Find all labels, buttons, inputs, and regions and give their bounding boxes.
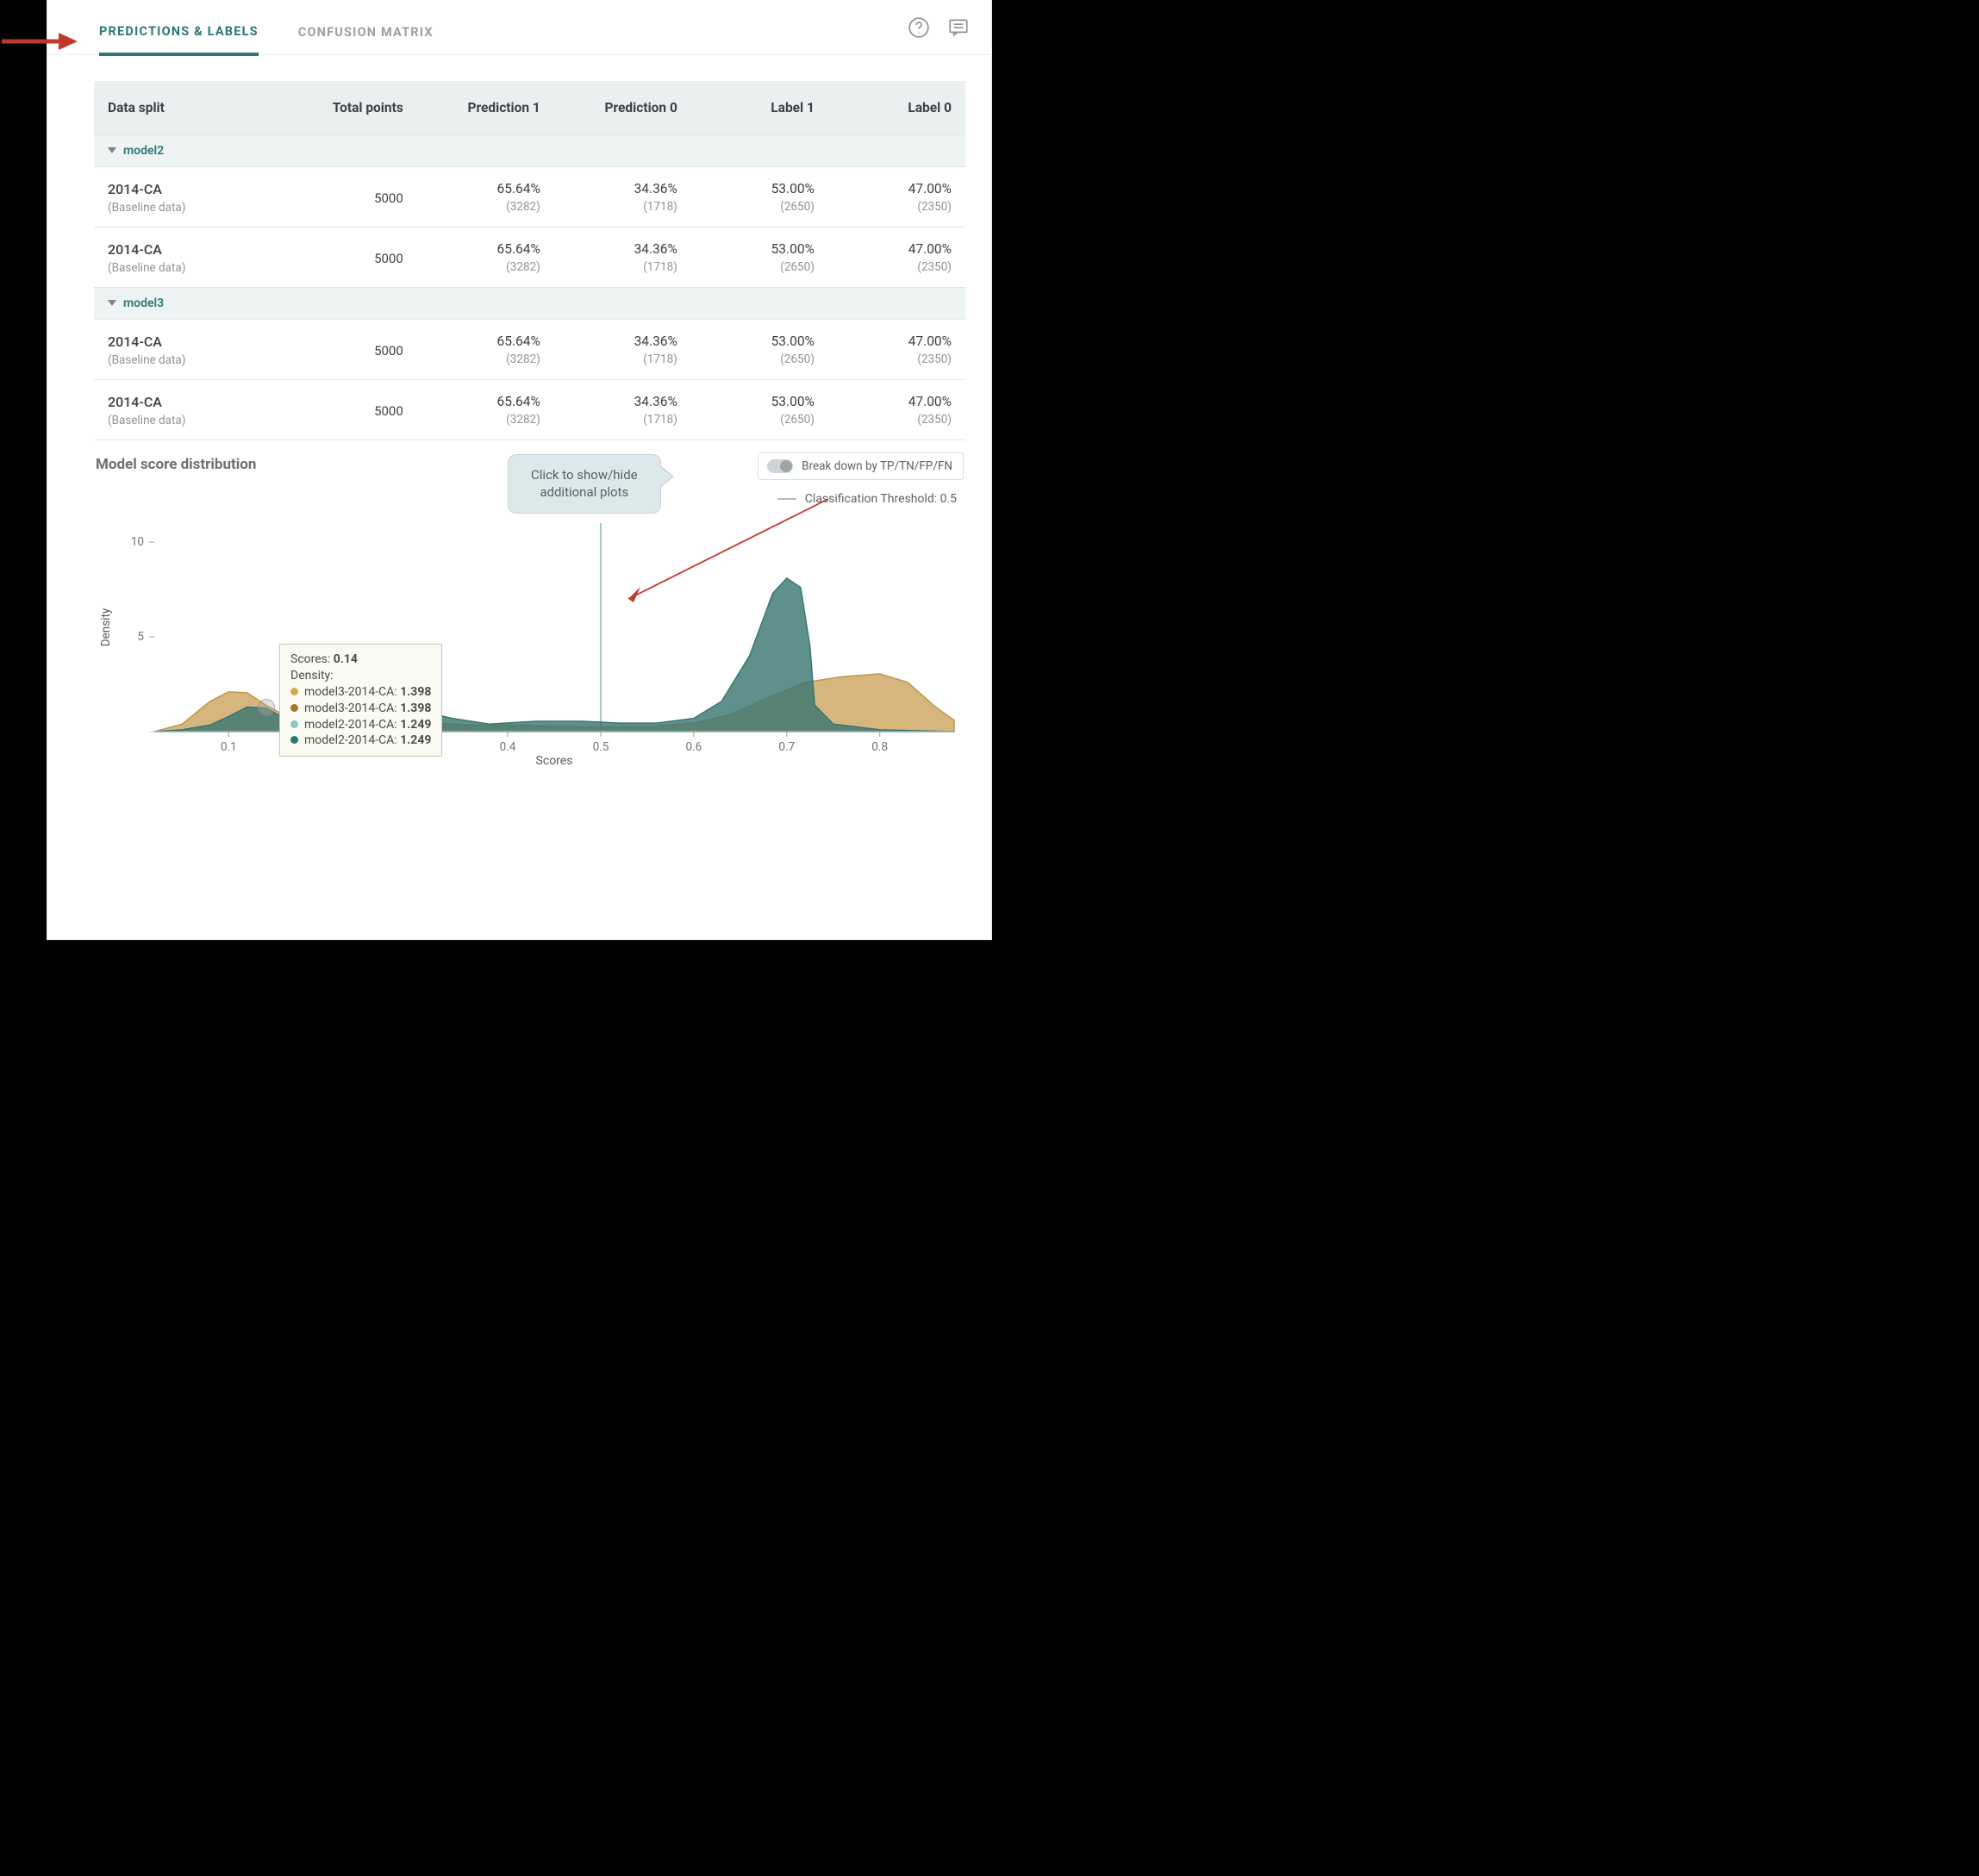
breakdown-toggle[interactable]: Break down by TP/TN/FP/FN: [758, 452, 964, 480]
metric-cell: 34.36%(1718): [554, 380, 691, 440]
split-subtitle: (Baseline data): [108, 353, 272, 367]
metric-cell: 47.00%(2350): [828, 227, 965, 288]
svg-text:0.7: 0.7: [778, 740, 795, 754]
total-points: 5000: [286, 227, 417, 288]
svg-text:10: 10: [131, 535, 144, 549]
col-label-1: Label 1: [691, 81, 828, 135]
split-name: 2014-CA: [108, 241, 272, 258]
metric-cell: 47.00%(2350): [828, 380, 965, 440]
svg-text:0.1: 0.1: [221, 740, 237, 754]
split-name: 2014-CA: [108, 333, 272, 350]
svg-text:0.8: 0.8: [871, 740, 888, 754]
svg-text:0.6: 0.6: [685, 740, 702, 754]
table-row: 2014-CA (Baseline data) 500065.64%(3282)34…: [94, 227, 965, 288]
split-subtitle: (Baseline data): [108, 201, 272, 215]
tab-confusion-matrix[interactable]: CONFUSION MATRIX: [298, 16, 434, 53]
metric-cell: 53.00%(2650): [691, 320, 828, 380]
chart-section: Model score distribution Break down by T…: [94, 456, 965, 768]
comment-icon[interactable]: [945, 14, 972, 41]
split-name: 2014-CA: [108, 181, 272, 197]
metric-cell: 34.36%(1718): [554, 227, 691, 288]
col-prediction-1: Prediction 1: [417, 81, 554, 135]
split-subtitle: (Baseline data): [108, 414, 272, 427]
callout-tooltip: Click to show/hideadditional plots: [508, 454, 661, 514]
svg-text:0.4: 0.4: [500, 740, 516, 754]
threshold-dash-icon: [777, 498, 796, 500]
group-row-model3[interactable]: model3: [94, 288, 965, 320]
metric-cell: 34.36%(1718): [554, 320, 691, 380]
col-data-split: Data split: [94, 81, 286, 135]
annotation-arrow-tab: [0, 24, 78, 59]
predictions-table: Data splitTotal pointsPrediction 1Predic…: [94, 81, 965, 440]
total-points: 5000: [286, 380, 417, 440]
total-points: 5000: [286, 320, 417, 380]
group-row-model2[interactable]: model2: [94, 135, 965, 167]
metric-cell: 53.00%(2650): [691, 227, 828, 288]
chart-tooltip: Scores: 0.14Density:model3-2014-CA: 1.39…: [279, 644, 442, 757]
svg-text:Density: Density: [99, 608, 113, 646]
metric-cell: 34.36%(1718): [554, 167, 691, 227]
predictions-panel: PREDICTIONS & LABELS CONFUSION MATRIX Dat…: [47, 0, 991, 939]
split-name: 2014-CA: [108, 394, 272, 410]
tab-predictions-labels[interactable]: PREDICTIONS & LABELS: [99, 16, 259, 56]
table-row: 2014-CA (Baseline data) 500065.64%(3282)34…: [94, 167, 965, 227]
total-points: 5000: [286, 167, 417, 227]
density-chart[interactable]: 510Density0.10.20.30.40.50.60.70.8Scores…: [94, 518, 965, 768]
toggle-label: Break down by TP/TN/FP/FN: [802, 459, 952, 473]
metric-cell: 53.00%(2650): [691, 380, 828, 440]
metric-cell: 65.64%(3282): [417, 320, 554, 380]
metric-cell: 65.64%(3282): [417, 380, 554, 440]
tabs-bar: PREDICTIONS & LABELS CONFUSION MATRIX: [47, 0, 991, 55]
metric-cell: 47.00%(2350): [828, 167, 965, 227]
svg-text:Scores: Scores: [536, 754, 573, 768]
table-row: 2014-CA (Baseline data) 500065.64%(3282)34…: [94, 320, 965, 380]
help-icon[interactable]: [905, 14, 933, 41]
chevron-down-icon: [108, 147, 116, 153]
col-prediction-0: Prediction 0: [554, 81, 691, 135]
threshold-legend: Classification Threshold: 0.5: [777, 492, 957, 506]
svg-text:0.5: 0.5: [593, 740, 609, 754]
split-subtitle: (Baseline data): [108, 261, 272, 275]
metric-cell: 47.00%(2350): [828, 320, 965, 380]
toggle-switch-icon[interactable]: [767, 459, 793, 473]
col-total-points: Total points: [286, 81, 417, 135]
metric-cell: 65.64%(3282): [417, 227, 554, 288]
metric-cell: 65.64%(3282): [417, 167, 554, 227]
chevron-down-icon: [108, 300, 116, 306]
col-label-0: Label 0: [828, 81, 965, 135]
svg-text:5: 5: [137, 630, 144, 644]
metric-cell: 53.00%(2650): [691, 167, 828, 227]
table-row: 2014-CA (Baseline data) 500065.64%(3282)34…: [94, 380, 965, 440]
